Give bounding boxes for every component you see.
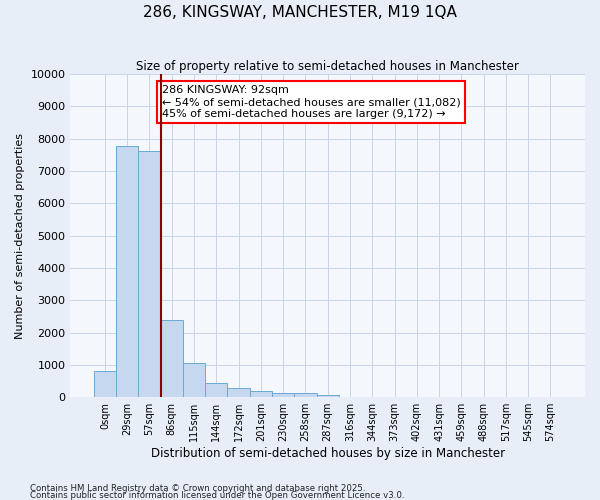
Bar [294, 394, 317, 397]
Bar [227, 388, 250, 397]
Bar [116, 146, 139, 397]
Text: 286 KINGSWAY: 92sqm
← 54% of semi-detached houses are smaller (11,082)
45% of se: 286 KINGSWAY: 92sqm ← 54% of semi-detach… [162, 86, 460, 118]
Bar [94, 370, 116, 397]
X-axis label: Distribution of semi-detached houses by size in Manchester: Distribution of semi-detached houses by … [151, 447, 505, 460]
Title: Size of property relative to semi-detached houses in Manchester: Size of property relative to semi-detach… [136, 60, 519, 73]
Text: 286, KINGSWAY, MANCHESTER, M19 1QA: 286, KINGSWAY, MANCHESTER, M19 1QA [143, 5, 457, 20]
Text: Contains public sector information licensed under the Open Government Licence v3: Contains public sector information licen… [30, 490, 404, 500]
Text: Contains HM Land Registry data © Crown copyright and database right 2025.: Contains HM Land Registry data © Crown c… [30, 484, 365, 493]
Y-axis label: Number of semi-detached properties: Number of semi-detached properties [15, 132, 25, 338]
Bar [317, 396, 339, 397]
Bar [161, 320, 183, 397]
Bar [250, 391, 272, 397]
Bar [139, 151, 161, 397]
Bar [183, 364, 205, 397]
Bar [272, 393, 294, 397]
Bar [205, 382, 227, 397]
